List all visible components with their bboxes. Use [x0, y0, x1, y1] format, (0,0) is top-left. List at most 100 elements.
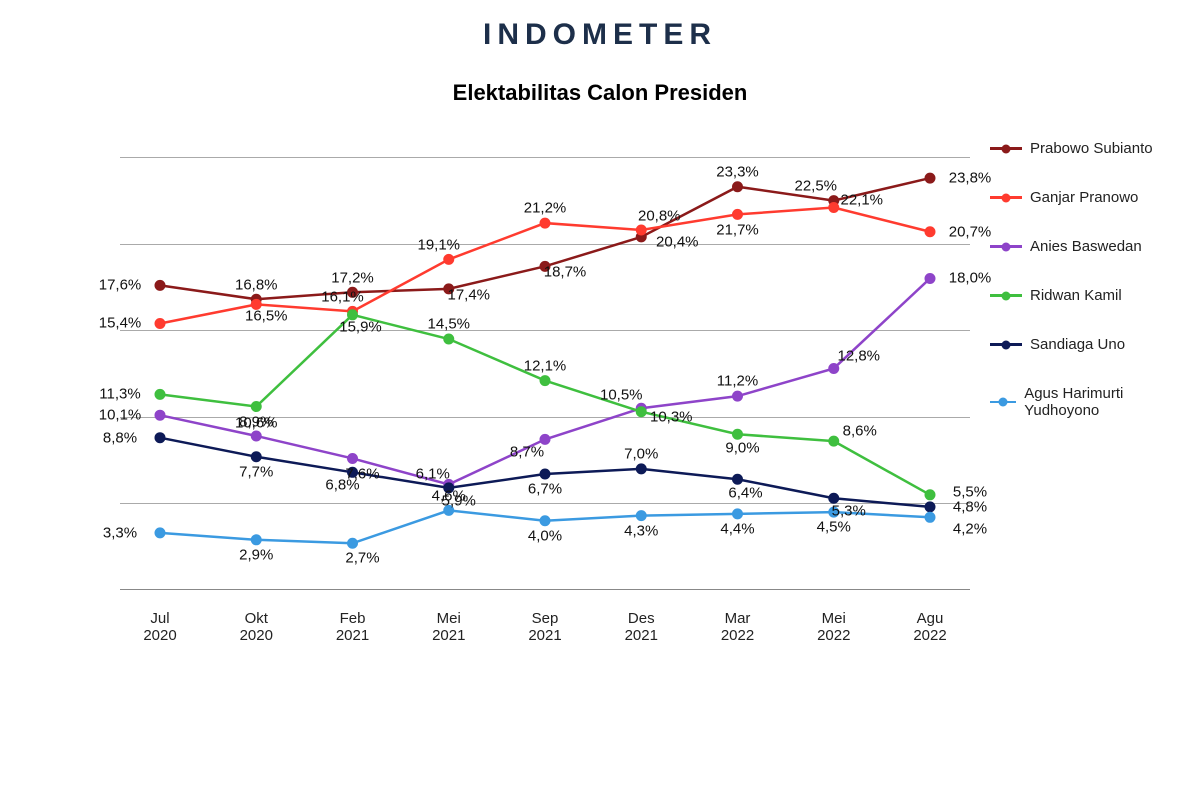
- series-marker: [155, 318, 165, 328]
- data-label: 4,3%: [624, 522, 658, 539]
- x-axis-labels: Jul 2020Okt 2020Feb 2021Mei 2021Sep 2021…: [120, 600, 970, 660]
- legend-item: Agus Harimurti Yudhoyono: [990, 385, 1170, 419]
- data-label: 5,3%: [832, 503, 866, 520]
- brand-logo: INDOMETER: [483, 18, 717, 52]
- legend-item: Ganjar Pranowo: [990, 189, 1170, 206]
- data-label: 23,3%: [716, 163, 759, 180]
- x-axis-label: Okt 2020: [240, 610, 273, 644]
- series-marker: [925, 173, 935, 183]
- legend-marker: [990, 294, 1022, 297]
- data-label: 10,6%: [235, 414, 278, 431]
- legend-marker: [990, 245, 1022, 248]
- series-marker: [540, 469, 550, 479]
- series-marker: [540, 516, 550, 526]
- data-label: 11,2%: [717, 373, 758, 390]
- data-label: 16,5%: [245, 308, 288, 325]
- legend-marker: [990, 401, 1016, 404]
- series-marker: [540, 376, 550, 386]
- chart-title: Elektabilitas Calon Presiden: [453, 80, 748, 106]
- legend: Prabowo Subianto Ganjar Pranowo Anies Basw…: [990, 140, 1170, 451]
- data-label: 10,3%: [650, 408, 693, 425]
- series-marker: [540, 434, 550, 444]
- data-label: 8,7%: [510, 444, 544, 461]
- legend-label: Prabowo Subianto: [1030, 140, 1153, 157]
- data-label: 10,5%: [600, 387, 643, 404]
- data-label: 20,7%: [949, 223, 992, 240]
- legend-item: Anies Baswedan: [990, 238, 1170, 255]
- data-label: 20,8%: [638, 208, 681, 225]
- series-marker: [733, 509, 743, 519]
- data-label: 4,5%: [817, 519, 851, 536]
- data-label: 6,1%: [416, 466, 450, 483]
- legend-item: Ridwan Kamil: [990, 287, 1170, 304]
- data-label: 7,0%: [624, 445, 658, 462]
- legend-marker: [990, 147, 1022, 150]
- data-label: 23,8%: [949, 170, 992, 187]
- series-marker: [636, 407, 646, 417]
- series-marker: [155, 410, 165, 420]
- legend-marker: [990, 343, 1022, 346]
- series-marker: [733, 474, 743, 484]
- data-label: 22,5%: [794, 177, 837, 194]
- series-marker: [733, 429, 743, 439]
- legend-marker: [990, 196, 1022, 199]
- x-axis-label: Mar 2022: [721, 610, 754, 644]
- series-marker: [829, 203, 839, 213]
- series-marker: [925, 273, 935, 283]
- series-line: [160, 315, 930, 495]
- series-marker: [925, 512, 935, 522]
- series-marker: [251, 535, 261, 545]
- legend-item: Prabowo Subianto: [990, 140, 1170, 157]
- series-marker: [925, 490, 935, 500]
- data-label: 22,1%: [840, 191, 883, 208]
- data-label: 4,2%: [953, 521, 987, 538]
- data-label: 17,6%: [99, 277, 142, 294]
- series-marker: [636, 225, 646, 235]
- data-label: 11,3%: [99, 386, 140, 403]
- x-axis-label: Mei 2021: [432, 610, 465, 644]
- series-marker: [925, 502, 935, 512]
- series-marker: [155, 433, 165, 443]
- series-marker: [251, 452, 261, 462]
- data-label: 2,9%: [239, 546, 273, 563]
- data-label: 17,2%: [331, 270, 374, 287]
- data-label: 21,2%: [524, 200, 567, 217]
- data-label: 9,0%: [725, 440, 759, 457]
- data-label: 16,1%: [321, 289, 364, 306]
- legend-label: Anies Baswedan: [1030, 238, 1142, 255]
- chart-area: 17,6%16,8%17,2%17,4%18,7%20,4%23,3%22,5%…: [120, 140, 970, 590]
- data-label: 20,4%: [656, 233, 699, 250]
- series-marker: [829, 493, 839, 503]
- data-label: 6,7%: [528, 481, 562, 498]
- series-marker: [829, 363, 839, 373]
- series-marker: [251, 402, 261, 412]
- data-label: 14,5%: [427, 316, 470, 333]
- series-marker: [540, 218, 550, 228]
- data-label: 6,8%: [325, 477, 359, 494]
- x-axis-label: Mei 2022: [817, 610, 850, 644]
- data-label: 21,7%: [716, 222, 759, 239]
- series-marker: [348, 453, 358, 463]
- data-label: 16,8%: [235, 277, 278, 294]
- data-label: 8,8%: [103, 429, 137, 446]
- legend-label: Sandiaga Uno: [1030, 336, 1125, 353]
- series-marker: [925, 227, 935, 237]
- data-label: 10,1%: [99, 407, 142, 424]
- data-label: 4,8%: [953, 498, 987, 515]
- data-label: 6,4%: [728, 485, 762, 502]
- data-label: 12,8%: [837, 348, 880, 365]
- data-label: 17,4%: [447, 286, 490, 303]
- data-label: 18,7%: [544, 264, 587, 281]
- series-marker: [155, 280, 165, 290]
- data-label: 3,3%: [103, 524, 137, 541]
- legend-item: Sandiaga Uno: [990, 336, 1170, 353]
- x-axis-label: Sep 2021: [528, 610, 561, 644]
- series-marker: [155, 389, 165, 399]
- series-marker: [636, 511, 646, 521]
- series-marker: [733, 391, 743, 401]
- series-marker: [636, 464, 646, 474]
- data-label: 2,7%: [345, 550, 379, 567]
- series-marker: [733, 182, 743, 192]
- legend-label: Ganjar Pranowo: [1030, 189, 1138, 206]
- data-label: 4,4%: [720, 520, 754, 537]
